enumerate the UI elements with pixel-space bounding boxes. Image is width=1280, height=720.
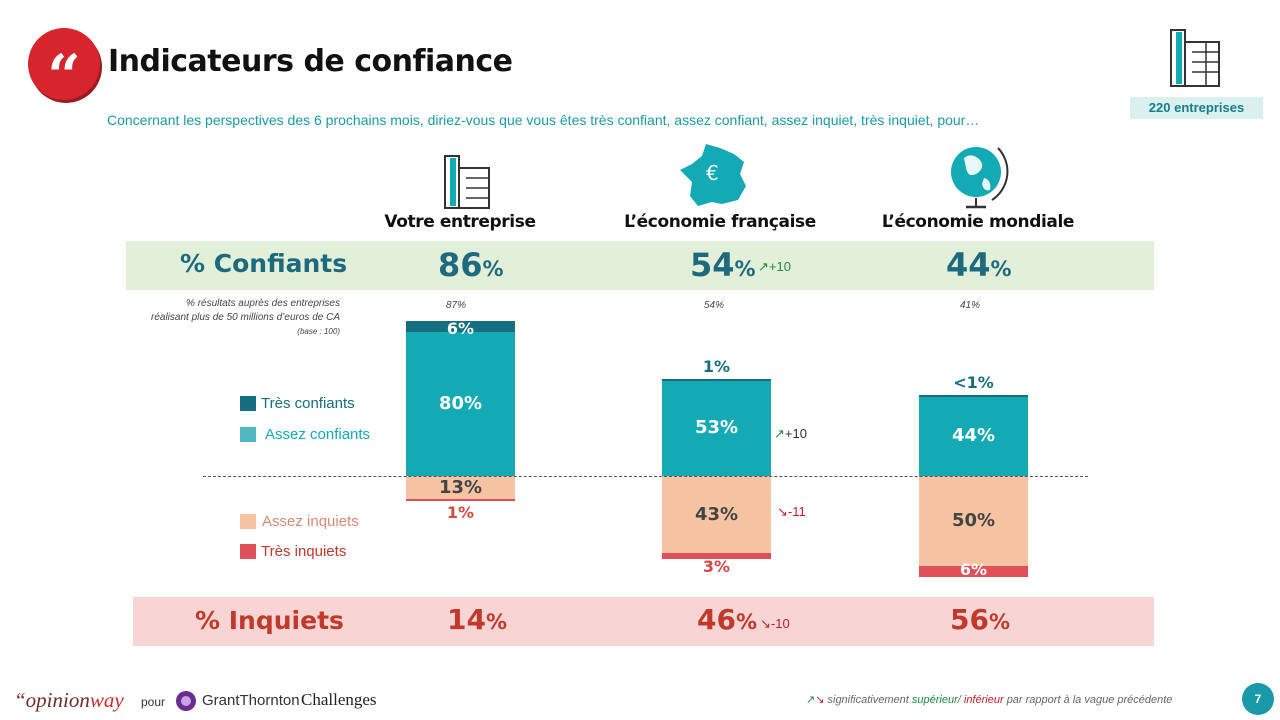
- ca-value-france: 54%: [703, 300, 724, 311]
- label-tres-confiants: 1%: [702, 356, 731, 376]
- inquiets-band: [133, 597, 1154, 646]
- arrow-up-icon: ↗: [806, 694, 816, 706]
- arrow-up-icon: ↗: [758, 259, 769, 274]
- confiants-value-france: 54%: [690, 246, 756, 284]
- legend-label: Assez inquiets: [262, 513, 359, 530]
- delta-assez-confiants-france: ↗+10: [774, 426, 807, 441]
- inquiets-delta-france: ↘-10: [760, 616, 790, 631]
- inquiets-value-france: 46%: [697, 603, 758, 636]
- label-tres-inquiets: 1%: [446, 503, 475, 523]
- page-number: 7: [1242, 683, 1274, 715]
- inquiets-value-monde: 56%: [950, 603, 1011, 636]
- column-header-entreprise: Votre entreprise: [384, 212, 536, 232]
- legend-swatch-icon: [240, 514, 256, 529]
- confiants-value-monde: 44%: [946, 246, 1012, 284]
- ca-note: % résultats auprès des entreprises réali…: [100, 297, 340, 339]
- label-assez-confiants: 53%: [694, 417, 739, 439]
- legend-label: Très confiants: [261, 395, 355, 412]
- opinionway-logo: “opinionway: [14, 688, 124, 712]
- label-tres-inquiets: 3%: [702, 557, 731, 577]
- grantthornton-logo: GrantThornton: [202, 692, 300, 709]
- france-euro-map-icon: €: [680, 144, 746, 206]
- bar-tres-inquiets: [662, 553, 771, 559]
- pour-text: pour: [141, 695, 166, 709]
- delta-assez-inquiets-france: ↘-11: [777, 504, 806, 519]
- label-assez-confiants: 80%: [438, 393, 483, 414]
- label-tres-confiants: <1%: [953, 373, 994, 393]
- label-tres-inquiets: 6%: [959, 560, 988, 579]
- legend-swatch-icon: [240, 427, 256, 442]
- challenges-logo: Challenges: [301, 690, 377, 709]
- building-icon: [1170, 29, 1220, 87]
- bar-tres-confiants: [662, 378, 771, 381]
- building-icon: [444, 155, 490, 209]
- sample-size-badge: 220 entreprises: [1130, 97, 1263, 119]
- legend-item-tres-inquiets: Très inquiets: [240, 543, 346, 560]
- label-assez-inquiets: 13%: [438, 476, 483, 498]
- legend-label: Assez confiants: [265, 426, 371, 443]
- bar-tres-confiants: [406, 321, 515, 332]
- confiants-delta-france: ↗+10: [758, 259, 791, 274]
- arrow-down-icon: ↘: [777, 504, 788, 519]
- svg-text:€: €: [706, 161, 719, 185]
- arrow-down-icon: ↘: [760, 616, 771, 631]
- label-assez-inquiets: 43%: [694, 503, 739, 525]
- legend-swatch-icon: [240, 544, 256, 559]
- inquiets-value-entreprise: 14%: [447, 603, 508, 636]
- bar-assez-confiants: [406, 332, 515, 476]
- bar-tres-confiants: [919, 395, 1028, 397]
- bar-tres-inquiets: [406, 499, 515, 502]
- zero-baseline: [203, 476, 1088, 477]
- grantthornton-logo-icon: [176, 691, 196, 711]
- bar-tres-inquiets: [919, 566, 1028, 577]
- bar-assez-confiants: [919, 396, 1028, 476]
- ca-note-line1: % résultats auprès des entreprises: [186, 298, 340, 309]
- ca-note-line3: (base : 100): [297, 327, 340, 336]
- label-assez-confiants: 44%: [951, 425, 996, 447]
- ca-value-monde: 41%: [959, 300, 980, 311]
- legend-item-assez-inquiets: Assez inquiets: [240, 513, 359, 530]
- legend-swatch-icon: [240, 396, 256, 411]
- legend-item-assez-confiants: Assez confiants: [240, 426, 370, 443]
- label-assez-inquiets: 50%: [951, 510, 996, 531]
- survey-question: Concernant les perspectives des 6 procha…: [107, 112, 980, 128]
- arrow-up-icon: ↗: [774, 426, 785, 441]
- globe-icon: [951, 147, 1009, 209]
- significance-note: ↗↘ significativement supérieur/ inférieu…: [806, 694, 1173, 706]
- bar-assez-inquiets: [919, 476, 1028, 566]
- quote-icon: “: [28, 28, 100, 110]
- bar-assez-inquiets: [662, 476, 771, 554]
- label-tres-confiants: 6%: [446, 319, 475, 339]
- confiants-value-entreprise: 86%: [438, 246, 504, 284]
- legend-item-tres-confiants: Très confiants: [240, 395, 355, 412]
- arrow-down-icon: ↘: [815, 694, 825, 706]
- bar-assez-confiants: [662, 380, 771, 476]
- confiants-label: % Confiants: [180, 249, 348, 278]
- inquiets-label: % Inquiets: [195, 606, 344, 635]
- column-header-economie-francaise: L’économie française: [624, 212, 816, 232]
- ca-note-line2: réalisant plus de 50 millions d’euros de…: [151, 312, 340, 323]
- ca-value-entreprise: 87%: [445, 300, 466, 311]
- bar-assez-inquiets: [406, 476, 515, 500]
- legend-label: Très inquiets: [261, 543, 347, 560]
- column-header-economie-mondiale: L’économie mondiale: [881, 212, 1075, 232]
- confiants-band: [126, 241, 1154, 290]
- page-title: Indicateurs de confiance: [108, 44, 513, 79]
